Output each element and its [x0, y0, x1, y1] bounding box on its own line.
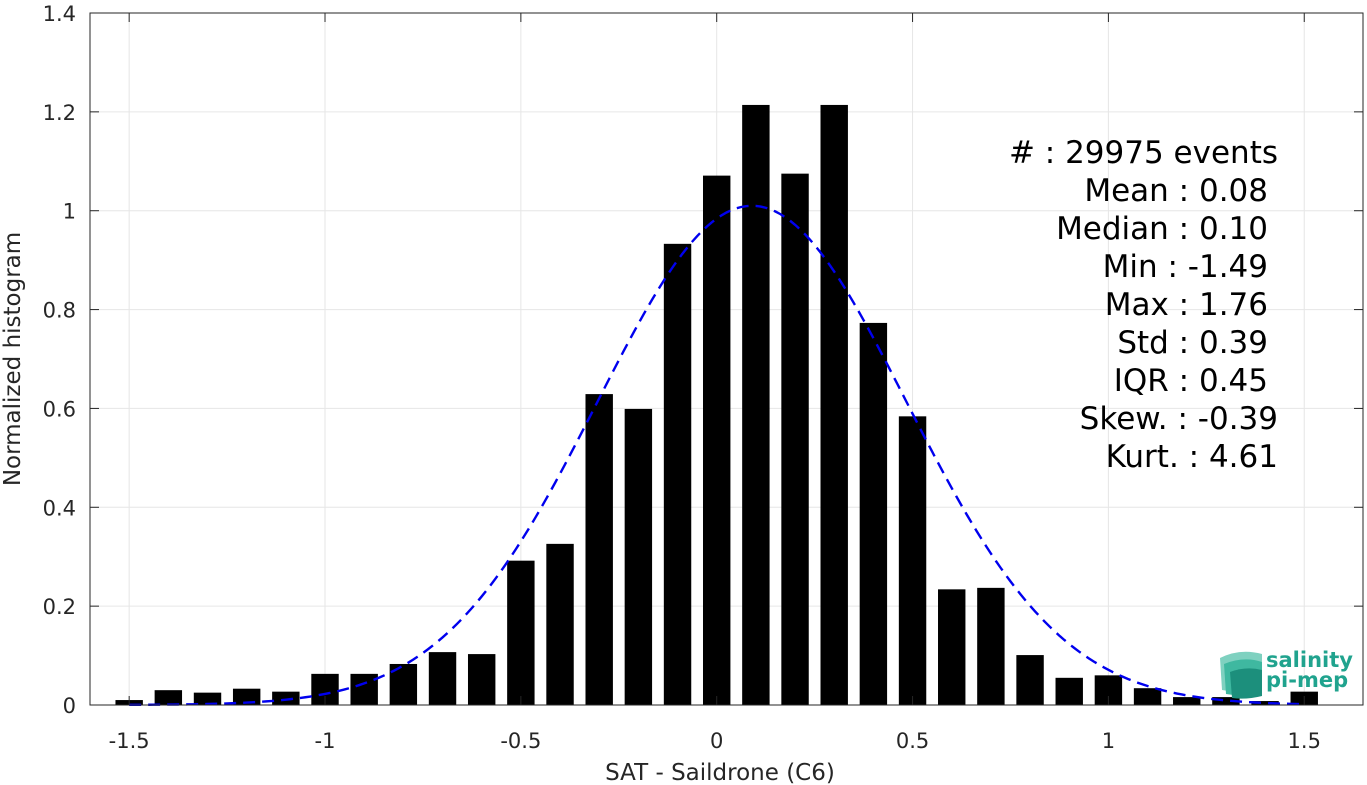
y-tick-label: 0.4 [43, 496, 76, 520]
y-tick-labels: 0 0.2 0.4 0.6 0.8 1 1.2 1.4 [43, 2, 76, 718]
histogram-bar [938, 589, 966, 705]
histogram-bar [859, 322, 888, 705]
histogram-bar [1055, 677, 1083, 705]
histogram-bar [742, 104, 770, 706]
stat-count: # : 29975 events [1009, 135, 1278, 171]
histogram-bar [702, 175, 731, 705]
logo-text-line2: pi-mep [1266, 668, 1348, 692]
histogram-bar [663, 243, 692, 705]
histogram-bar [1212, 697, 1240, 705]
histogram-bar [820, 104, 848, 706]
histogram-bar [1133, 688, 1162, 705]
x-tick-label: -1 [315, 729, 336, 753]
stat-median: Median : 0.10 [1056, 211, 1268, 247]
y-tick-label: 1.2 [43, 101, 76, 125]
stat-mean: Mean : 0.08 [1084, 173, 1268, 209]
x-tick-label: 0 [710, 729, 723, 753]
stat-max: Max : 1.76 [1105, 287, 1268, 323]
x-tick-label: 1.5 [1288, 729, 1321, 753]
stat-skewness: Skew. : -0.39 [1080, 401, 1278, 437]
histogram-bar [154, 690, 183, 705]
x-tick-label: -1.5 [109, 729, 150, 753]
y-tick-label: 0.2 [43, 595, 76, 619]
histogram-bar [585, 394, 613, 705]
x-tick-label: 1 [1102, 729, 1115, 753]
histogram-bar [781, 173, 809, 706]
x-tick-label: 0.5 [896, 729, 929, 753]
salinity-pi-mep-logo: salinity pi-mep [1220, 648, 1353, 699]
logo-text-line1: salinity [1266, 648, 1353, 672]
stat-iqr: IQR : 0.45 [1114, 363, 1268, 399]
x-tick-label: -0.5 [500, 729, 541, 753]
histogram-bar [546, 543, 574, 705]
y-tick-label: 1.4 [43, 2, 76, 26]
x-axis-label: SAT - Saildrone (C6) [605, 760, 835, 785]
histogram-bar [193, 692, 222, 705]
stat-kurtosis: Kurt. : 4.61 [1106, 439, 1278, 475]
histogram-bar [1016, 655, 1044, 705]
histogram-bar [272, 691, 300, 705]
x-tick-labels: -1.5 -1 -0.5 0 0.5 1 1.5 [109, 729, 1321, 753]
gaussian-fit-curve [129, 204, 1305, 707]
y-tick-label: 1 [63, 200, 76, 224]
logo-emblem-icon [1220, 651, 1262, 699]
statistics-annotation: # : 29975 events Mean : 0.08 Median : 0.… [1009, 135, 1278, 475]
stat-min: Min : -1.49 [1103, 249, 1268, 285]
histogram-bar [232, 688, 261, 705]
histogram-bar [350, 673, 378, 705]
histogram-bar [977, 587, 1005, 705]
y-tick-label: 0 [63, 694, 76, 718]
y-tick-label: 0.8 [43, 299, 76, 323]
stat-std: Std : 0.39 [1117, 325, 1268, 361]
histogram-bar [467, 654, 496, 705]
histogram-bar [428, 652, 457, 705]
plot-frame [89, 12, 1364, 706]
y-tick-label: 0.6 [43, 397, 76, 421]
histogram-bar [898, 416, 927, 705]
histogram-bar [507, 560, 535, 705]
histogram-bar [624, 408, 653, 705]
y-axis-label: Normalized histogram [0, 232, 26, 486]
histogram-bar [1251, 701, 1279, 705]
histogram-bar [1173, 697, 1201, 705]
axis-ticks [90, 12, 1363, 706]
